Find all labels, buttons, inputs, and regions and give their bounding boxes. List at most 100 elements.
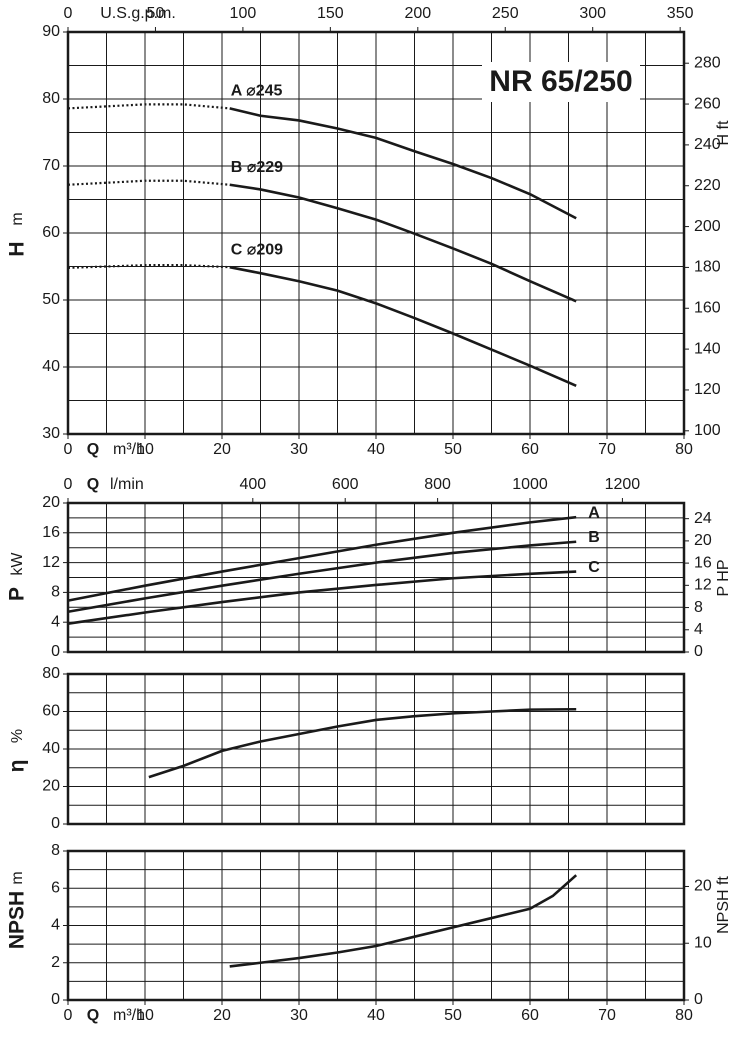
y-axis-label: P xyxy=(6,587,29,601)
top-x-axis-label: U.S.g.p.m. xyxy=(100,5,176,22)
x-tick-label: 40 xyxy=(367,1007,385,1024)
top-x-tick-label: 150 xyxy=(317,5,344,22)
curve xyxy=(67,179,230,186)
y2-tick-label: 240 xyxy=(694,136,721,153)
y-tick-label: 0 xyxy=(51,815,60,832)
x-tick-label: 60 xyxy=(521,1007,539,1024)
plot-frame xyxy=(66,501,686,654)
y2-tick-label: 280 xyxy=(694,54,721,71)
curve xyxy=(229,107,577,220)
top-x-tick-label: 250 xyxy=(492,5,519,22)
y2-tick-label: 140 xyxy=(694,340,721,357)
y-tick-label: 6 xyxy=(51,879,60,896)
top-x-tick-label: 100 xyxy=(230,5,257,22)
x-tick-label: 10 xyxy=(136,1007,154,1024)
y-tick-label: 0 xyxy=(51,991,60,1008)
top-x-axis-unit: l/min xyxy=(110,476,144,493)
y2-tick-label: 180 xyxy=(694,259,721,276)
y2-tick-label: 10 xyxy=(694,934,712,951)
x-tick-label: 70 xyxy=(598,441,616,458)
curve-label: C xyxy=(588,559,600,576)
x-axis-unit: m³/h xyxy=(113,441,145,458)
y-tick-label: 70 xyxy=(42,157,60,174)
top-x-tick-label: 0 xyxy=(64,5,73,22)
y2-tick-label: 0 xyxy=(694,643,703,660)
y2-tick-label: 0 xyxy=(694,991,703,1008)
y-tick-label: 30 xyxy=(42,425,60,442)
curve xyxy=(67,264,230,269)
x-axis-label: Q xyxy=(87,441,99,458)
plot-frame xyxy=(66,30,686,436)
top-x-tick-label: 400 xyxy=(239,476,266,493)
y2-tick-label: 12 xyxy=(694,577,712,594)
plot-frame xyxy=(66,849,686,1002)
curve xyxy=(229,874,578,968)
x-tick-label: 0 xyxy=(64,1007,73,1024)
x-tick-label: 70 xyxy=(598,1007,616,1024)
y-axis-label: NPSH xyxy=(6,891,29,949)
curve-label: B ⌀229 xyxy=(231,159,283,176)
x-tick-label: 80 xyxy=(675,441,693,458)
y-axis-unit: % xyxy=(9,729,26,743)
x-tick-label: 30 xyxy=(290,441,308,458)
x-tick-label: 40 xyxy=(367,441,385,458)
y-tick-label: 16 xyxy=(42,524,60,541)
curve xyxy=(67,103,230,110)
y-tick-label: 0 xyxy=(51,643,60,660)
curve-label: A ⌀245 xyxy=(231,83,283,100)
y-axis-unit: m xyxy=(9,212,26,225)
y2-axis-label: NPSH ft xyxy=(715,876,732,934)
y-tick-label: 80 xyxy=(42,665,60,682)
curve-label: C ⌀209 xyxy=(231,241,283,258)
y2-tick-label: 20 xyxy=(694,878,712,895)
y-axis-unit: kW xyxy=(9,552,26,576)
y-tick-label: 60 xyxy=(42,224,60,241)
y2-axis-label: P HP xyxy=(715,559,732,596)
x-tick-label: 30 xyxy=(290,1007,308,1024)
top-x-axis-label: Q xyxy=(87,476,99,493)
y2-tick-label: 8 xyxy=(694,599,703,616)
y2-tick-label: 120 xyxy=(694,381,721,398)
y-tick-label: 90 xyxy=(42,23,60,40)
curve xyxy=(229,183,577,303)
y-tick-label: 50 xyxy=(42,291,60,308)
y-tick-label: 80 xyxy=(42,90,60,107)
top-x-tick-label: 350 xyxy=(667,5,694,22)
y-tick-label: 40 xyxy=(42,358,60,375)
x-tick-label: 20 xyxy=(213,441,231,458)
y-tick-label: 4 xyxy=(51,613,60,630)
x-tick-label: 60 xyxy=(521,441,539,458)
top-x-tick-label: 0 xyxy=(64,476,73,493)
y2-tick-label: 24 xyxy=(694,510,712,527)
top-x-tick-label: 1200 xyxy=(605,476,641,493)
top-x-tick-label: 200 xyxy=(404,5,431,22)
curve-label: B xyxy=(588,529,600,546)
chart-title: NR 65/250 xyxy=(489,65,632,98)
y2-tick-label: 20 xyxy=(694,532,712,549)
y-tick-label: 12 xyxy=(42,554,60,571)
x-tick-label: 20 xyxy=(213,1007,231,1024)
y-axis-label: H xyxy=(6,241,29,256)
top-x-tick-label: 300 xyxy=(579,5,606,22)
y2-tick-label: 160 xyxy=(694,299,721,316)
top-x-tick-label: 600 xyxy=(332,476,359,493)
x-tick-label: 10 xyxy=(136,441,154,458)
y2-tick-label: 4 xyxy=(694,621,703,638)
curve xyxy=(67,540,577,614)
y-tick-label: 40 xyxy=(42,740,60,757)
top-x-tick-label: 1000 xyxy=(512,476,548,493)
y-tick-label: 2 xyxy=(51,954,60,971)
y2-tick-label: 260 xyxy=(694,95,721,112)
plot-frame xyxy=(66,672,686,826)
x-axis-unit: m³/h xyxy=(113,1007,145,1024)
curve xyxy=(67,570,577,625)
x-tick-label: 50 xyxy=(444,1007,462,1024)
x-tick-label: 0 xyxy=(64,441,73,458)
y-tick-label: 8 xyxy=(51,584,60,601)
y-axis-label: η xyxy=(6,760,29,773)
y-tick-label: 20 xyxy=(42,494,60,511)
x-tick-label: 50 xyxy=(444,441,462,458)
y2-tick-label: 220 xyxy=(694,177,721,194)
y2-axis-label: H ft xyxy=(715,120,732,145)
